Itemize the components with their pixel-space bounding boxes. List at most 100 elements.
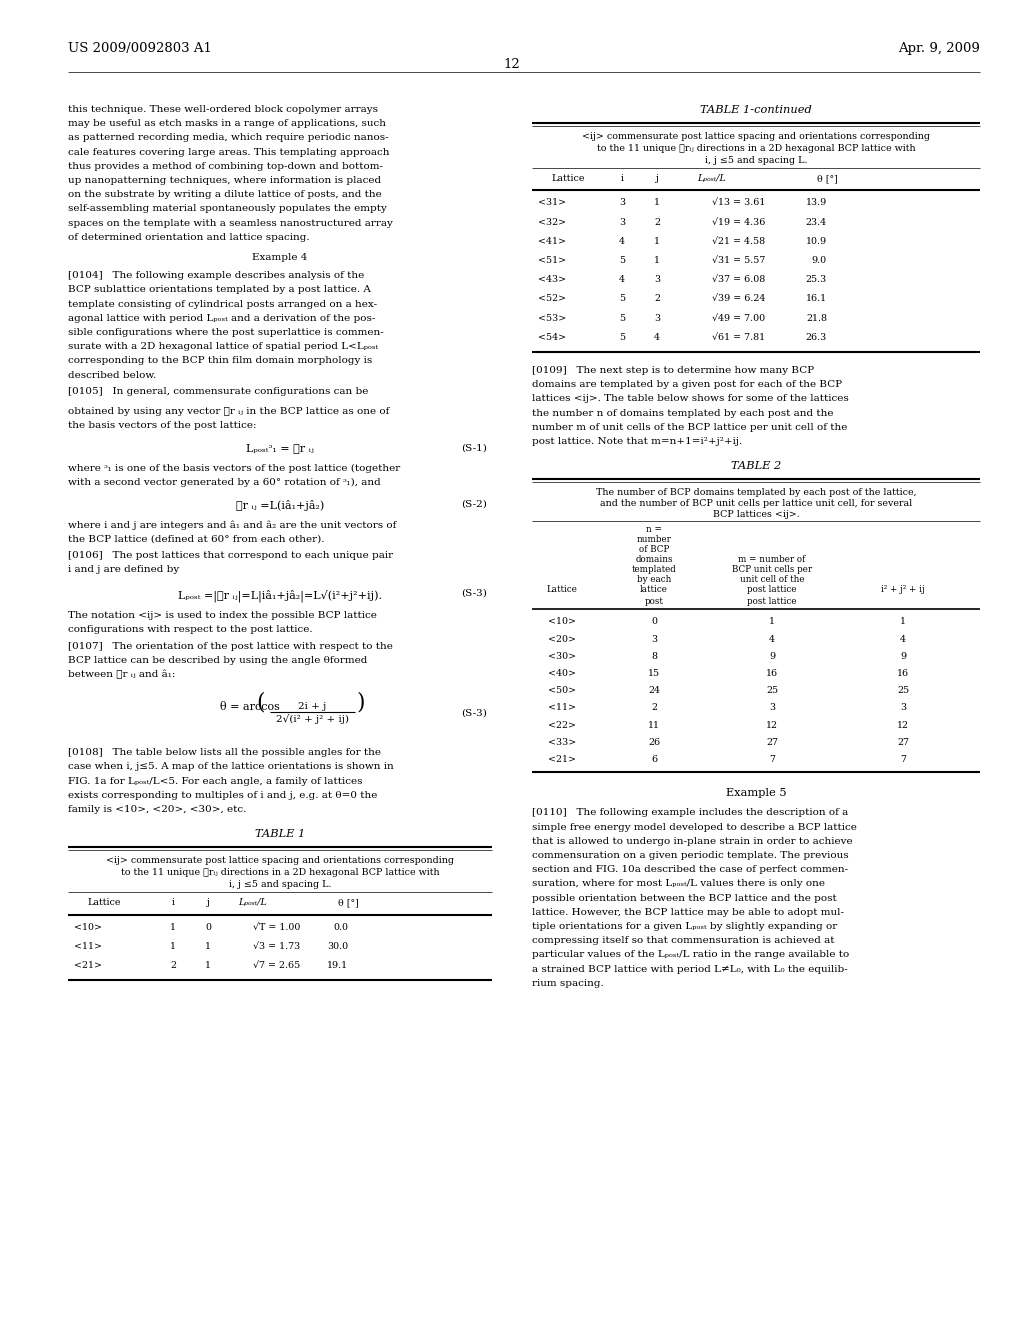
Text: family is <10>, <20>, <30>, etc.: family is <10>, <20>, <30>, etc. xyxy=(68,805,247,814)
Text: 0.0: 0.0 xyxy=(333,923,348,932)
Text: 24: 24 xyxy=(648,686,660,696)
Text: i: i xyxy=(621,174,624,183)
Text: 1: 1 xyxy=(654,198,660,207)
Text: BCP lattice can be described by using the angle θformed: BCP lattice can be described by using th… xyxy=(68,656,368,665)
Text: 25: 25 xyxy=(897,686,909,696)
Text: (: ( xyxy=(256,692,264,713)
Text: 0: 0 xyxy=(651,618,657,627)
Text: √13 = 3.61: √13 = 3.61 xyxy=(712,198,765,207)
Text: where i and j are integers and â₁ and â₂ are the unit vectors of: where i and j are integers and â₁ and â₂… xyxy=(68,520,396,529)
Text: corresponding to the BCP thin film domain morphology is: corresponding to the BCP thin film domai… xyxy=(68,356,373,366)
Text: compressing itself so that commensuration is achieved at: compressing itself so that commensuratio… xyxy=(532,936,835,945)
Text: 2: 2 xyxy=(654,218,660,227)
Text: unit cell of the: unit cell of the xyxy=(739,576,804,585)
Text: Lₚₒₛₜ =|⃗r ᵢⱼ|=L|iâ₁+jâ₂|=L√(i²+j²+ij).: Lₚₒₛₜ =|⃗r ᵢⱼ|=L|iâ₁+jâ₂|=L√(i²+j²+ij). xyxy=(178,589,382,602)
Text: <32>: <32> xyxy=(538,218,566,227)
Text: lattices <ij>. The table below shows for some of the lattices: lattices <ij>. The table below shows for… xyxy=(532,395,849,404)
Text: [0107]   The orientation of the post lattice with respect to the: [0107] The orientation of the post latti… xyxy=(68,642,393,651)
Text: √61 = 7.81: √61 = 7.81 xyxy=(712,333,765,342)
Text: <53>: <53> xyxy=(538,314,566,322)
Text: Apr. 9, 2009: Apr. 9, 2009 xyxy=(898,42,980,55)
Text: 7: 7 xyxy=(900,755,906,764)
Text: 16.1: 16.1 xyxy=(806,294,827,304)
Text: the number n of domains templated by each post and the: the number n of domains templated by eac… xyxy=(532,409,834,417)
Text: Lₚₒₛₜ/L: Lₚₒₛₜ/L xyxy=(697,174,726,183)
Text: 3: 3 xyxy=(900,704,906,713)
Text: j: j xyxy=(207,899,210,907)
Text: The number of BCP domains templated by each post of the lattice,: The number of BCP domains templated by e… xyxy=(596,488,916,498)
Text: number m of unit cells of the BCP lattice per unit cell of the: number m of unit cells of the BCP lattic… xyxy=(532,422,848,432)
Text: √31 = 5.57: √31 = 5.57 xyxy=(712,256,765,265)
Text: post lattice: post lattice xyxy=(748,598,797,606)
Text: 27: 27 xyxy=(897,738,909,747)
Text: √7 = 2.65: √7 = 2.65 xyxy=(253,961,300,970)
Text: Example 4: Example 4 xyxy=(252,253,307,261)
Text: obtained by using any vector ⃗r ᵢⱼ in the BCP lattice as one of: obtained by using any vector ⃗r ᵢⱼ in th… xyxy=(68,407,389,416)
Text: <54>: <54> xyxy=(538,333,566,342)
Text: ): ) xyxy=(356,692,366,713)
Text: √3 = 1.73: √3 = 1.73 xyxy=(253,941,300,950)
Text: 19.1: 19.1 xyxy=(327,961,348,970)
Text: TABLE 2: TABLE 2 xyxy=(731,461,781,471)
Text: √T = 1.00: √T = 1.00 xyxy=(253,923,300,932)
Text: 1: 1 xyxy=(654,236,660,246)
Text: θ [°]: θ [°] xyxy=(338,899,358,907)
Text: domains are templated by a given post for each of the BCP: domains are templated by a given post fo… xyxy=(532,380,842,389)
Text: with a second vector generated by a 60° rotation of ᵓ₁), and: with a second vector generated by a 60° … xyxy=(68,478,381,487)
Text: j: j xyxy=(655,174,658,183)
Text: of BCP: of BCP xyxy=(639,545,669,554)
Text: BCP lattices <ij>.: BCP lattices <ij>. xyxy=(713,511,800,519)
Text: (S-1): (S-1) xyxy=(461,444,487,453)
Text: where ᵓ₁ is one of the basis vectors of the post lattice (together: where ᵓ₁ is one of the basis vectors of … xyxy=(68,463,400,473)
Text: <41>: <41> xyxy=(538,236,566,246)
Text: 10.9: 10.9 xyxy=(806,236,827,246)
Text: 1: 1 xyxy=(170,941,176,950)
Text: to the 11 unique ⃗rᵢⱼ directions in a 2D hexagonal BCP lattice with: to the 11 unique ⃗rᵢⱼ directions in a 2D… xyxy=(121,869,439,878)
Text: on the substrate by writing a dilute lattice of posts, and the: on the substrate by writing a dilute lat… xyxy=(68,190,382,199)
Text: 23.4: 23.4 xyxy=(806,218,827,227)
Text: <10>: <10> xyxy=(74,923,102,932)
Text: section and FIG. 10a described the case of perfect commen-: section and FIG. 10a described the case … xyxy=(532,865,848,874)
Text: may be useful as etch masks in a range of applications, such: may be useful as etch masks in a range o… xyxy=(68,119,386,128)
Text: 4: 4 xyxy=(769,635,775,644)
Text: 25.3: 25.3 xyxy=(806,275,827,284)
Text: 12: 12 xyxy=(504,58,520,71)
Text: 2: 2 xyxy=(651,704,657,713)
Text: 13.9: 13.9 xyxy=(806,198,827,207)
Text: <ij> commensurate post lattice spacing and orientations corresponding: <ij> commensurate post lattice spacing a… xyxy=(106,857,454,866)
Text: this technique. These well-ordered block copolymer arrays: this technique. These well-ordered block… xyxy=(68,106,378,114)
Text: 9: 9 xyxy=(769,652,775,661)
Text: <22>: <22> xyxy=(548,721,575,730)
Text: described below.: described below. xyxy=(68,371,157,380)
Text: Lₚₒₛₜ/L: Lₚₒₛₜ/L xyxy=(239,899,267,907)
Text: 16: 16 xyxy=(766,669,778,678)
Text: 25: 25 xyxy=(766,686,778,696)
Text: rium spacing.: rium spacing. xyxy=(532,979,604,987)
Text: to the 11 unique ⃗rᵢⱼ directions in a 2D hexagonal BCP lattice with: to the 11 unique ⃗rᵢⱼ directions in a 2D… xyxy=(597,144,915,153)
Text: 4: 4 xyxy=(900,635,906,644)
Text: 30.0: 30.0 xyxy=(327,941,348,950)
Text: possible orientation between the BCP lattice and the post: possible orientation between the BCP lat… xyxy=(532,894,837,903)
Text: θ = arccos: θ = arccos xyxy=(220,702,280,713)
Text: i, j ≤5 and spacing L.: i, j ≤5 and spacing L. xyxy=(705,156,807,165)
Text: <33>: <33> xyxy=(548,738,577,747)
Text: θ [°]: θ [°] xyxy=(816,174,838,183)
Text: 5: 5 xyxy=(618,314,625,322)
Text: 5: 5 xyxy=(618,256,625,265)
Text: <51>: <51> xyxy=(538,256,566,265)
Text: [0108]   The table below lists all the possible angles for the: [0108] The table below lists all the pos… xyxy=(68,748,381,758)
Text: <21>: <21> xyxy=(74,961,102,970)
Text: template consisting of cylindrical posts arranged on a hex-: template consisting of cylindrical posts… xyxy=(68,300,377,309)
Text: 6: 6 xyxy=(651,755,657,764)
Text: 1: 1 xyxy=(205,961,211,970)
Text: the BCP lattice (defined at 60° from each other).: the BCP lattice (defined at 60° from eac… xyxy=(68,535,325,544)
Text: 4: 4 xyxy=(618,275,625,284)
Text: 2: 2 xyxy=(654,294,660,304)
Text: 8: 8 xyxy=(651,652,657,661)
Text: particular values of the Lₚₒₛₜ/L ratio in the range available to: particular values of the Lₚₒₛₜ/L ratio i… xyxy=(532,950,849,960)
Text: simple free energy model developed to describe a BCP lattice: simple free energy model developed to de… xyxy=(532,822,857,832)
Text: m = number of: m = number of xyxy=(738,556,806,565)
Text: i² + j² + ij: i² + j² + ij xyxy=(881,585,925,594)
Text: 11: 11 xyxy=(648,721,660,730)
Text: Example 5: Example 5 xyxy=(726,788,786,799)
